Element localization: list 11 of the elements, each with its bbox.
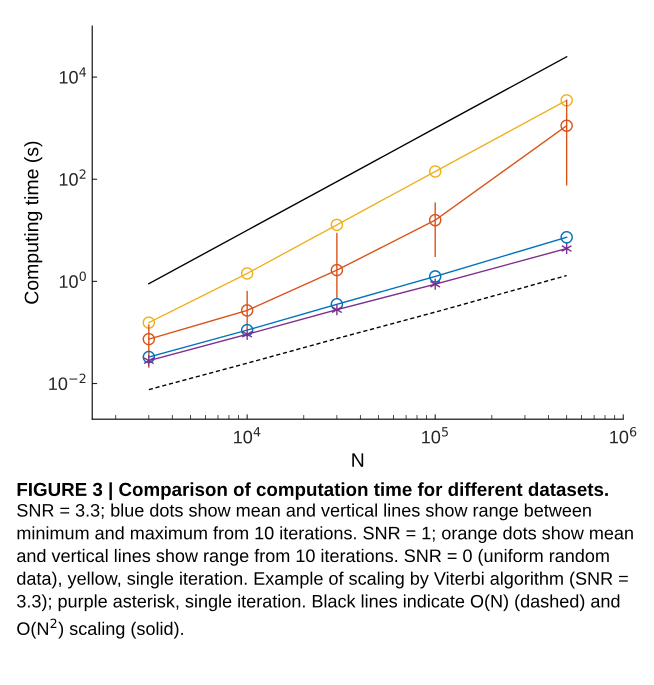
text: SNR = 3.3; blue dots show mean and vertical lines show range between minimum and maximum from 10 iterations. SNR = 1; orange dots show mean and vertical lines show range from 10 iterations. SNR = 0 (uniform random data), yellow, single iteration. Example of scaling by Viterbi algorithm (SNR = 3.3); purple asterisk, single iteration. Black lines indicate O(N) (dashed) and O(N$^{2}$) scaling (solid).: [17, 503, 633, 639]
x-tick-label: 10$^{5}$: [422, 427, 448, 444]
text: FIGURE 3 | Comparison of computation time for different datasets.: [18, 482, 608, 500]
x-axis-title: N: [352, 453, 364, 467]
y-tick-label: 10$^{4}$: [60, 67, 86, 84]
y-tick-label: 10$^{0}$: [60, 271, 86, 288]
y-axis-title: Computing time (s): [24, 142, 42, 304]
x-tick-label: 10$^{4}$: [234, 427, 260, 444]
y-tick-label: 10$^{−2}$: [49, 374, 86, 390]
x-tick-label: 10$^{6}$: [610, 426, 636, 444]
y-tick-label: 10$^{2}$: [60, 169, 86, 186]
